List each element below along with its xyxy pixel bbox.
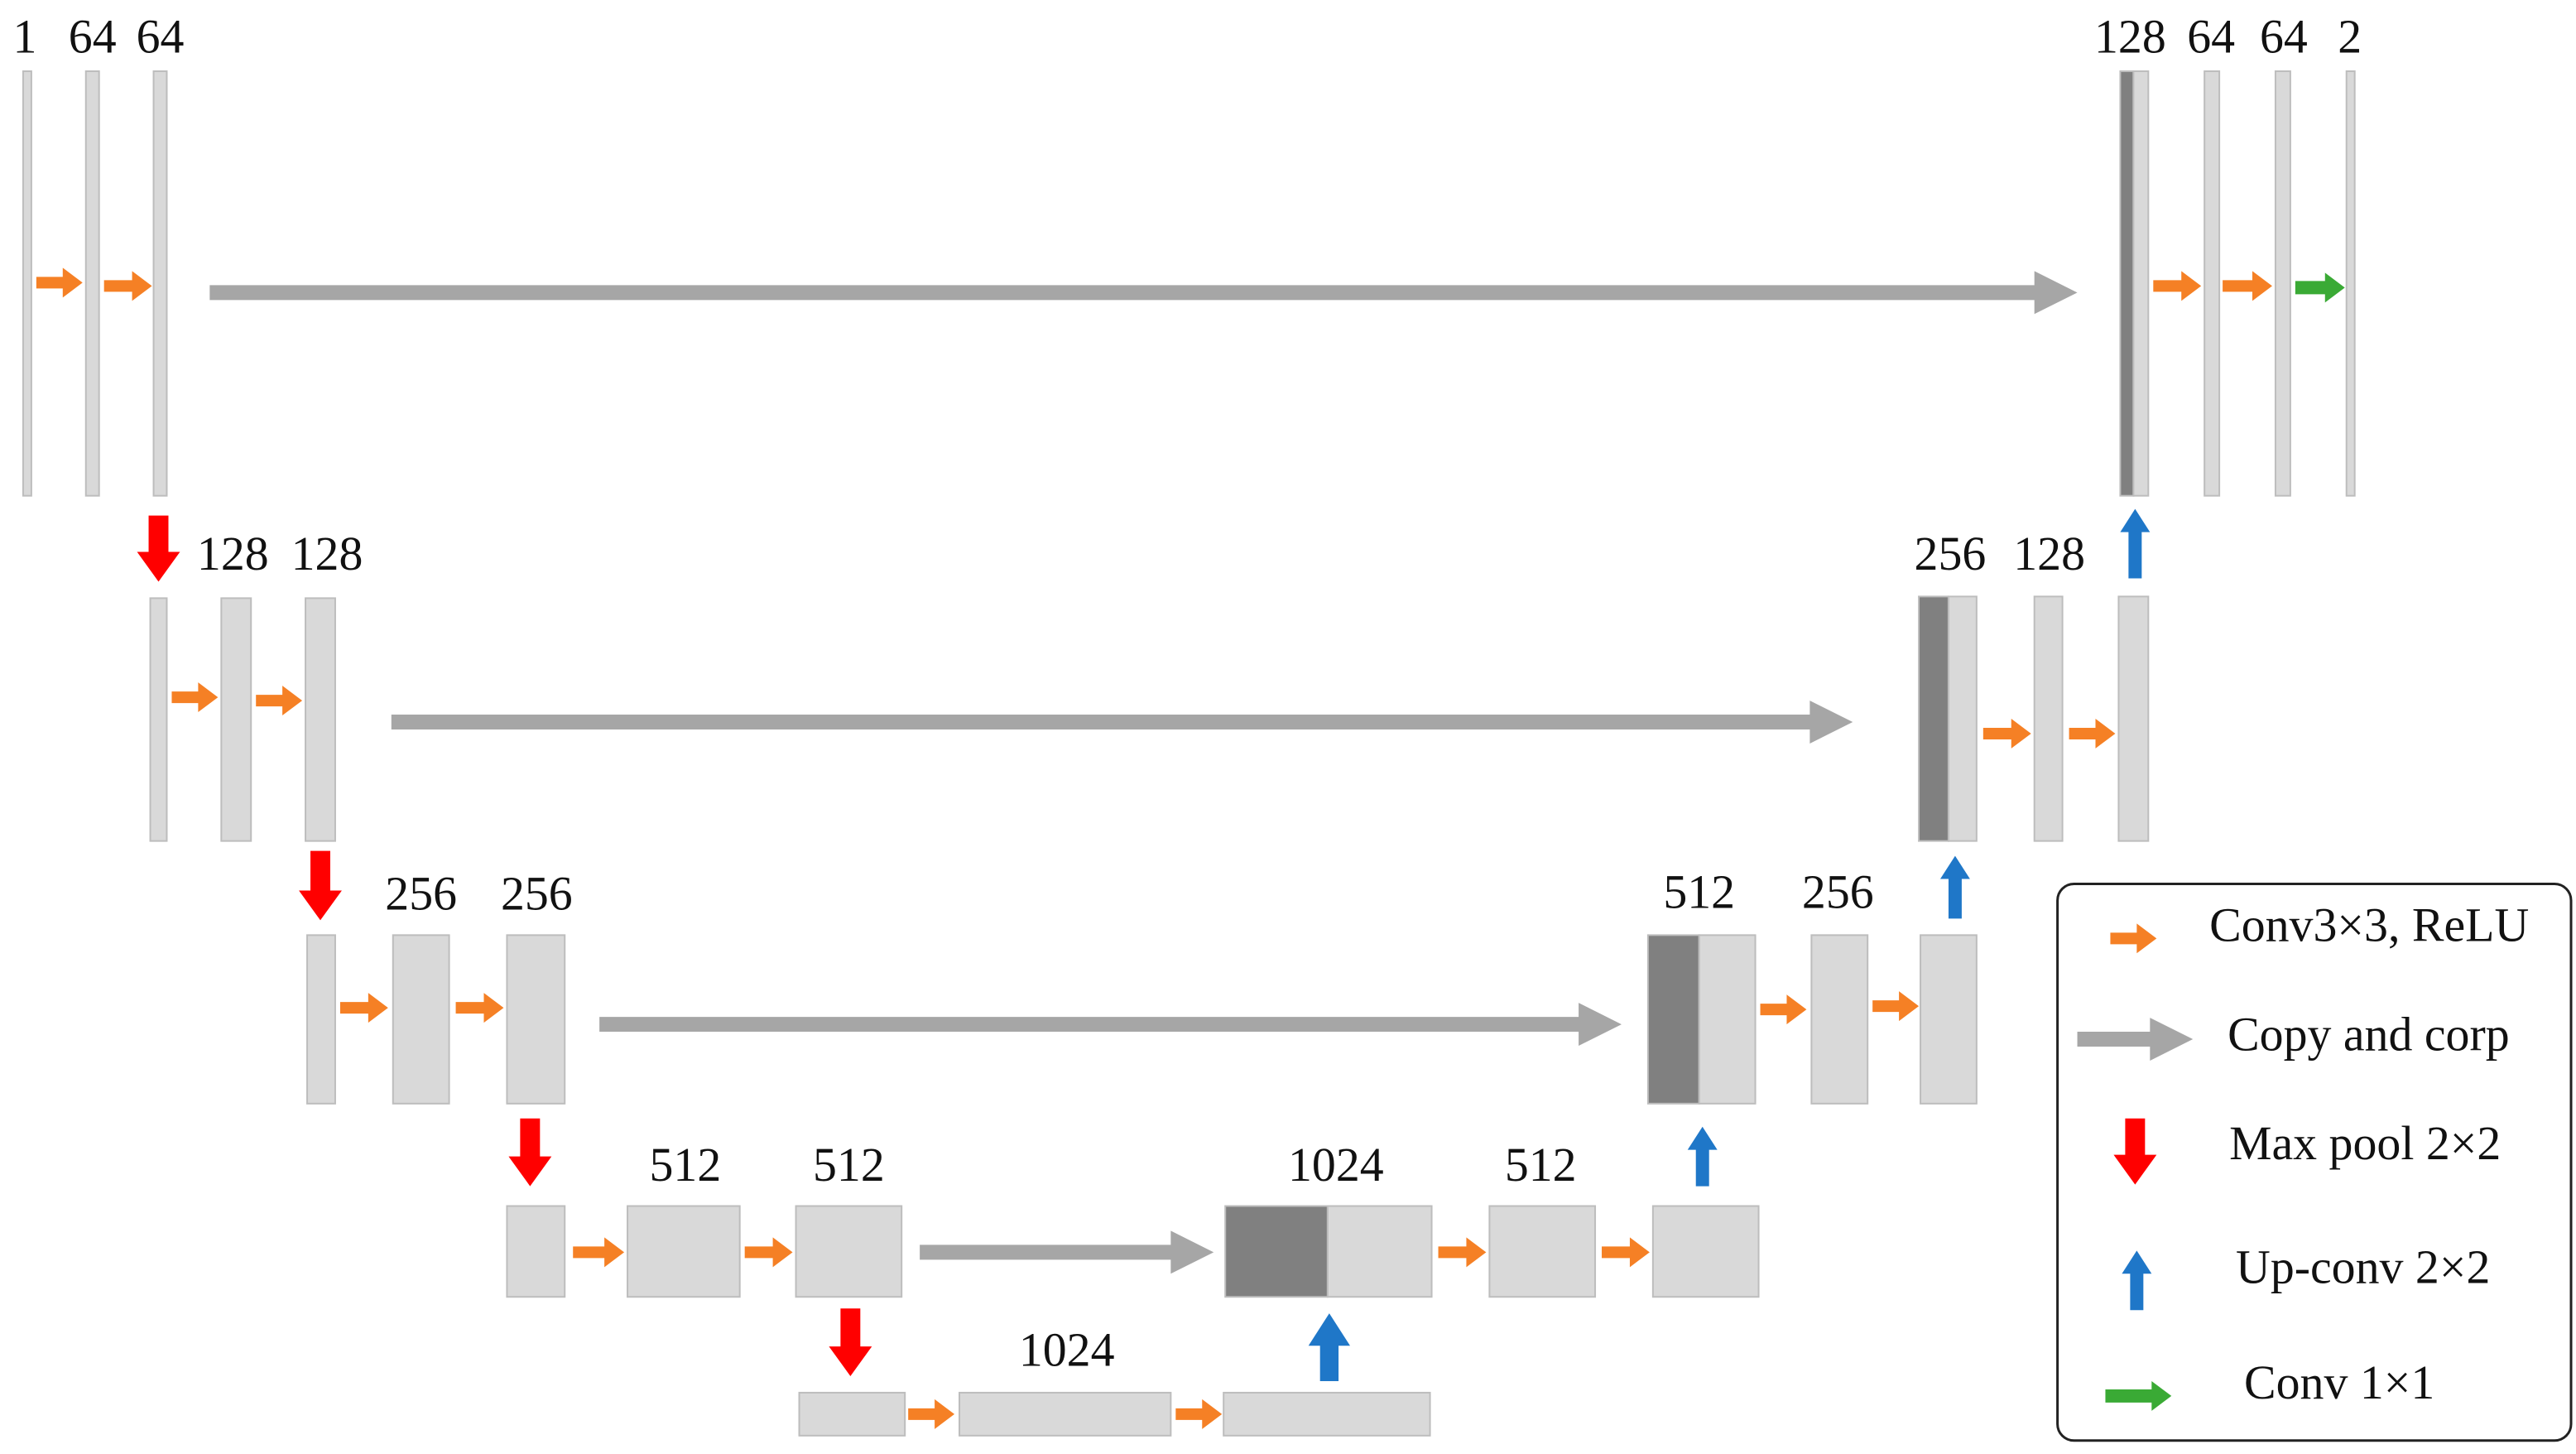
conv-arrow — [256, 686, 303, 716]
maxpool-arrow — [299, 850, 342, 921]
feature-map — [22, 70, 32, 497]
maxpool-arrow — [508, 1118, 552, 1187]
feature-map — [305, 597, 336, 842]
feature-map — [627, 1205, 741, 1298]
feature-map — [798, 1391, 906, 1437]
feature-map — [1810, 934, 1869, 1105]
conv-arrow — [1982, 719, 2031, 749]
feature-map — [1326, 1205, 1433, 1298]
upconv-arrow — [1939, 855, 1970, 919]
channel-label: 64 — [2260, 9, 2308, 63]
channel-label: 256 — [501, 867, 573, 921]
legend-label: Conv 1×1 — [2244, 1355, 2434, 1409]
feature-map — [1223, 1391, 1431, 1437]
conv-arrow — [339, 993, 388, 1023]
feature-map — [220, 597, 252, 842]
conv1x1-arrow — [2105, 1380, 2172, 1411]
legend-label: Max pool 2×2 — [2229, 1116, 2501, 1170]
channel-label: 512 — [1663, 865, 1735, 919]
conv-arrow — [103, 271, 152, 301]
channel-label: 256 — [1802, 865, 1874, 919]
channel-label: 64 — [2187, 9, 2235, 63]
feature-map — [149, 597, 168, 842]
channel-label: 1024 — [1019, 1322, 1115, 1376]
channel-label: 512 — [813, 1138, 885, 1192]
feature-map — [2033, 595, 2064, 842]
channel-label: 2 — [2338, 9, 2362, 63]
channel-label: 128 — [2013, 527, 2085, 580]
maxpool-arrow — [829, 1308, 872, 1376]
copy-arrow — [599, 1003, 1622, 1047]
copy-arrow — [391, 701, 1853, 744]
conv-arrow — [171, 682, 219, 713]
conv1x1-arrow — [2295, 272, 2345, 303]
channel-label: 1024 — [1288, 1138, 1384, 1192]
conv-arrow — [744, 1237, 793, 1268]
legend-label: Up-conv 2×2 — [2236, 1240, 2490, 1294]
channel-label: 64 — [69, 9, 117, 63]
upconv-arrow — [2120, 508, 2151, 579]
channel-label: 512 — [649, 1138, 721, 1192]
conv-arrow — [455, 993, 504, 1023]
upconv-arrow — [2122, 1250, 2152, 1311]
feature-map — [959, 1391, 1172, 1437]
upconv-arrow — [1687, 1126, 1718, 1187]
legend-label: Copy and corp — [2228, 1007, 2510, 1061]
feature-map — [1920, 934, 1978, 1105]
feature-map — [506, 1205, 566, 1298]
channel-label: 512 — [1505, 1138, 1577, 1192]
feature-map — [795, 1205, 903, 1298]
feature-map — [1488, 1205, 1597, 1298]
copy-arrow — [920, 1230, 1214, 1274]
conv-arrow — [573, 1237, 625, 1268]
feature-map — [1947, 595, 1978, 842]
conv-arrow — [2153, 271, 2202, 301]
feature-map — [2204, 70, 2221, 497]
feature-map — [84, 70, 100, 497]
feature-map — [506, 934, 566, 1105]
upconv-arrow — [1308, 1313, 1351, 1381]
legend-label: Conv3×3, ReLU — [2209, 898, 2529, 952]
conv-arrow — [2223, 271, 2272, 301]
channel-label: 256 — [1915, 527, 1987, 580]
conv-arrow — [36, 267, 83, 298]
conv-arrow — [1175, 1399, 1223, 1429]
channel-label: 64 — [137, 9, 185, 63]
feature-map — [1651, 1205, 1760, 1298]
feature-map — [2119, 70, 2135, 497]
channel-label: 128 — [197, 527, 269, 580]
feature-map — [2345, 70, 2356, 497]
conv-arrow — [2110, 923, 2157, 954]
feature-map — [1646, 934, 1700, 1105]
feature-map — [306, 934, 336, 1105]
maxpool-arrow — [2113, 1118, 2157, 1185]
feature-map — [152, 70, 168, 497]
conv-arrow — [1602, 1237, 1650, 1268]
conv-arrow — [908, 1399, 955, 1429]
channel-label: 128 — [2094, 9, 2166, 63]
feature-map — [2117, 595, 2150, 842]
copy-arrow — [209, 271, 2078, 315]
conv-arrow — [1872, 991, 1920, 1022]
conv-arrow — [1760, 994, 1807, 1025]
feature-map — [2274, 70, 2291, 497]
conv-arrow — [2069, 719, 2116, 749]
channel-label: 256 — [385, 867, 457, 921]
channel-label: 128 — [291, 527, 363, 580]
feature-map — [2132, 70, 2150, 497]
feature-map — [1224, 1205, 1329, 1298]
legend-box — [2056, 883, 2573, 1442]
channel-label: 1 — [12, 9, 36, 63]
conv-arrow — [1438, 1237, 1487, 1268]
feature-map — [1918, 595, 1949, 842]
copy-arrow — [2077, 1018, 2194, 1061]
feature-map — [392, 934, 450, 1105]
maxpool-arrow — [137, 515, 180, 582]
feature-map — [1698, 934, 1757, 1105]
